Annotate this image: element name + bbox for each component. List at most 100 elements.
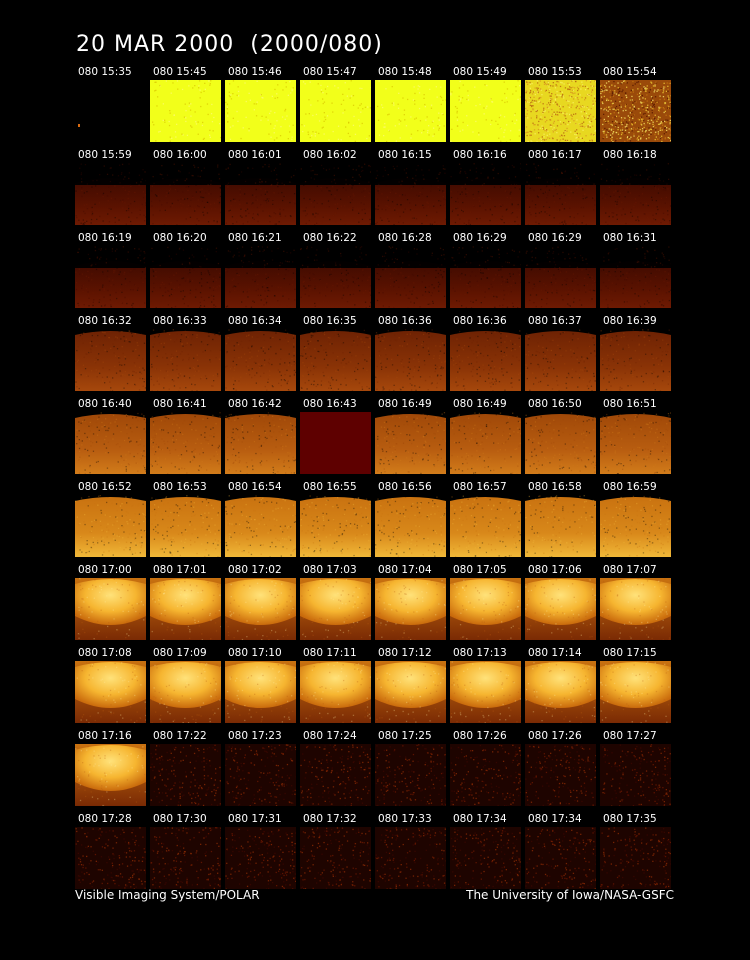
frame-timestamp: 080 17:26: [453, 730, 507, 742]
image-frame: 080 15:49: [450, 66, 521, 142]
frame-timestamp: 080 16:19: [78, 232, 132, 244]
frame-timestamp: 080 17:07: [603, 564, 657, 576]
frame-timestamp: 080 16:18: [603, 149, 657, 161]
frame-timestamp: 080 16:49: [378, 398, 432, 410]
image-frame: 080 16:55: [300, 481, 371, 557]
image-frame: 080 16:15: [375, 149, 446, 225]
frame-timestamp: 080 17:08: [78, 647, 132, 659]
image-frame: 080 16:59: [600, 481, 671, 557]
frame-image: [600, 661, 671, 723]
frame-timestamp: 080 17:34: [528, 813, 582, 825]
image-frame: 080 16:43: [300, 398, 371, 474]
frame-timestamp: 080 15:54: [603, 66, 657, 78]
frame-image: [225, 744, 296, 806]
frame-image: [600, 246, 671, 308]
frame-image: [600, 744, 671, 806]
frame-timestamp: 080 16:54: [228, 481, 282, 493]
frame-image: [450, 578, 521, 640]
frame-timestamp: 080 17:02: [228, 564, 282, 576]
image-frame: 080 16:21: [225, 232, 296, 308]
frame-image: [150, 827, 221, 889]
frame-timestamp: 080 16:35: [303, 315, 357, 327]
image-frame: 080 16:57: [450, 481, 521, 557]
frame-timestamp: 080 16:22: [303, 232, 357, 244]
image-frame: 080 17:33: [375, 813, 446, 889]
image-frame: 080 16:01: [225, 149, 296, 225]
frame-timestamp: 080 16:16: [453, 149, 507, 161]
frame-timestamp: 080 17:03: [303, 564, 357, 576]
frame-image: [450, 163, 521, 225]
frame-image: [375, 661, 446, 723]
frame-image: [525, 412, 596, 474]
frame-timestamp: 080 16:20: [153, 232, 207, 244]
frame-image: [600, 578, 671, 640]
frame-image: [525, 80, 596, 142]
frame-image: [300, 744, 371, 806]
image-frame: 080 16:00: [150, 149, 221, 225]
frame-timestamp: 080 17:24: [303, 730, 357, 742]
frame-timestamp: 080 16:37: [528, 315, 582, 327]
image-frame: 080 16:34: [225, 315, 296, 391]
frame-image: [150, 744, 221, 806]
frame-image: [300, 163, 371, 225]
frame-timestamp: 080 15:48: [378, 66, 432, 78]
frame-image: [450, 744, 521, 806]
frame-image: [300, 578, 371, 640]
frame-image: [600, 163, 671, 225]
image-frame: 080 16:36: [450, 315, 521, 391]
frame-image: [225, 412, 296, 474]
frame-timestamp: 080 16:55: [303, 481, 357, 493]
frame-image: [375, 578, 446, 640]
image-frame: 080 17:26: [525, 730, 596, 806]
image-frame: 080 17:22: [150, 730, 221, 806]
image-frame: 080 16:37: [525, 315, 596, 391]
frame-image: [450, 661, 521, 723]
frame-timestamp: 080 17:01: [153, 564, 207, 576]
image-frame: 080 16:36: [375, 315, 446, 391]
image-frame: 080 17:00: [75, 564, 146, 640]
image-frame: 080 16:29: [450, 232, 521, 308]
image-frame: 080 17:24: [300, 730, 371, 806]
frame-timestamp: 080 16:32: [78, 315, 132, 327]
image-frame: 080 16:58: [525, 481, 596, 557]
frame-image: [525, 661, 596, 723]
frame-image: [600, 329, 671, 391]
image-frame: 080 17:34: [450, 813, 521, 889]
frame-timestamp: 080 16:36: [453, 315, 507, 327]
image-frame: 080 16:54: [225, 481, 296, 557]
page-title: 20 MAR 2000 (2000/080): [76, 32, 383, 57]
frame-image: [225, 329, 296, 391]
frame-timestamp: 080 17:26: [528, 730, 582, 742]
frame-timestamp: 080 16:50: [528, 398, 582, 410]
image-frame: 080 15:54: [600, 66, 671, 142]
frame-timestamp: 080 17:10: [228, 647, 282, 659]
image-frame: 080 17:30: [150, 813, 221, 889]
image-frame: 080 17:06: [525, 564, 596, 640]
frame-image: [450, 80, 521, 142]
frame-timestamp: 080 15:59: [78, 149, 132, 161]
frame-image: [375, 80, 446, 142]
frame-image: [450, 495, 521, 557]
frame-image: [75, 412, 146, 474]
frame-timestamp: 080 17:00: [78, 564, 132, 576]
frame-timestamp: 080 17:12: [378, 647, 432, 659]
image-frame: 080 17:28: [75, 813, 146, 889]
frame-image: [300, 80, 371, 142]
frame-timestamp: 080 17:30: [153, 813, 207, 825]
frame-image: [150, 495, 221, 557]
frame-image: [225, 578, 296, 640]
image-frame: 080 16:16: [450, 149, 521, 225]
image-frame: 080 16:19: [75, 232, 146, 308]
image-frame: 080 16:50: [525, 398, 596, 474]
frame-image: [375, 744, 446, 806]
frame-image: [150, 163, 221, 225]
frame-timestamp: 080 16:57: [453, 481, 507, 493]
frame-image: [150, 80, 221, 142]
frame-image: [525, 827, 596, 889]
frame-image: [525, 578, 596, 640]
image-frame: 080 16:51: [600, 398, 671, 474]
frame-image: [75, 495, 146, 557]
frame-timestamp: 080 17:13: [453, 647, 507, 659]
frame-timestamp: 080 15:35: [78, 66, 132, 78]
